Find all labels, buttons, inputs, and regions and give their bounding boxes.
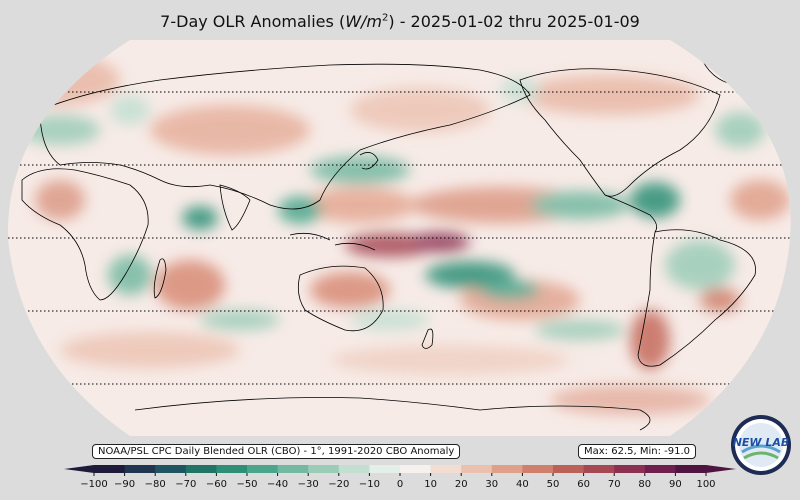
colorbar-tick-label: −50 — [236, 479, 257, 490]
colorbar: −100 −90 −80 −70 −60 −50 −40 −30 −20 −10 0 10 20 30 40… — [64, 465, 736, 490]
colorbar-cell — [94, 465, 126, 473]
colorbar-tick-label: −100 — [80, 479, 107, 490]
colorbar-cell — [522, 465, 554, 473]
colorbar-tick-label: 50 — [547, 479, 560, 490]
map-title: 7-Day OLR Anomalies (W/m2) - 2025-01-02 … — [160, 12, 640, 31]
colorbar-cell — [461, 465, 493, 473]
colorbar-tick-label: −30 — [298, 479, 319, 490]
latitude-lines — [7, 91, 791, 385]
colorbar-tick-label: 80 — [638, 479, 651, 490]
colorbar-cell — [308, 465, 340, 473]
colorbar-tick-label: 40 — [516, 479, 529, 490]
colorbar-tick-label: −90 — [114, 479, 135, 490]
colorbar-tick-label: 90 — [669, 479, 682, 490]
colorbar-cell — [583, 465, 615, 473]
colorbar-cell — [216, 465, 248, 473]
colorbar-tick-label: −20 — [328, 479, 349, 490]
colorbar-cell — [155, 465, 187, 473]
colorbar-extend-max — [706, 465, 736, 473]
colorbar-cell — [430, 465, 462, 473]
colorbar-tick-label: 10 — [424, 479, 437, 490]
colorbar-tick-label: 60 — [577, 479, 590, 490]
colorbar-cell — [614, 465, 646, 473]
colorbar-cell — [644, 465, 676, 473]
colorbar-cell — [369, 465, 401, 473]
colorbar-tick-label: 20 — [455, 479, 468, 490]
colorbar-tick-label: −40 — [267, 479, 288, 490]
max-min-stats: Max: 62.5, Min: -91.0 — [578, 444, 697, 459]
colorbar-tick-label: −80 — [145, 479, 166, 490]
colorbar-tick-label: −10 — [359, 479, 380, 490]
colorbar-cell — [277, 465, 309, 473]
colorbar-cell — [185, 465, 217, 473]
colorbar-cell — [675, 465, 707, 473]
colorbar-tick-label: 100 — [696, 479, 715, 490]
colorbar-tick-label: −60 — [206, 479, 227, 490]
colorbar-cell — [491, 465, 523, 473]
colorbar-extend-min — [64, 465, 94, 473]
colorbar-tick-label: 30 — [485, 479, 498, 490]
anomaly-field — [7, 40, 791, 436]
colorbar-cell — [553, 465, 585, 473]
colorbar-tick-label: 70 — [608, 479, 621, 490]
colorbar-cell — [247, 465, 279, 473]
data-source-label: NOAA/PSL CPC Daily Blended OLR (CBO) - 1… — [92, 444, 461, 459]
colorbar-tick-label: −70 — [175, 479, 196, 490]
logo-text: NEW LAB — [733, 436, 790, 449]
colorbar-cell — [400, 465, 432, 473]
colorbar-cell — [338, 465, 370, 473]
lab-logo: NEW LAB — [731, 415, 791, 475]
colorbar-cell — [124, 465, 156, 473]
colorbar-tick-label: 0 — [397, 479, 403, 490]
